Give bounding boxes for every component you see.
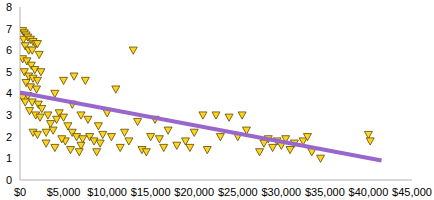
svg-text:$40,000: $40,000 — [349, 186, 389, 198]
svg-text:8: 8 — [8, 1, 12, 13]
svg-text:$30,000: $30,000 — [261, 186, 301, 198]
svg-text:4: 4 — [8, 87, 12, 99]
svg-text:$25,000: $25,000 — [218, 186, 258, 198]
svg-text:$5,000: $5,000 — [47, 186, 81, 198]
svg-text:6: 6 — [8, 44, 12, 56]
svg-text:$15,000: $15,000 — [131, 186, 171, 198]
svg-text:7: 7 — [8, 23, 12, 35]
svg-text:0: 0 — [8, 174, 12, 186]
svg-text:3: 3 — [8, 109, 12, 121]
svg-text:1: 1 — [8, 152, 12, 164]
svg-text:$35,000: $35,000 — [305, 186, 345, 198]
svg-text:$20,000: $20,000 — [174, 186, 214, 198]
svg-text:$10,000: $10,000 — [87, 186, 127, 198]
svg-text:5: 5 — [8, 66, 12, 78]
svg-text:$0: $0 — [14, 186, 26, 198]
svg-text:2: 2 — [8, 131, 12, 143]
svg-text:$45,000: $45,000 — [392, 186, 426, 198]
